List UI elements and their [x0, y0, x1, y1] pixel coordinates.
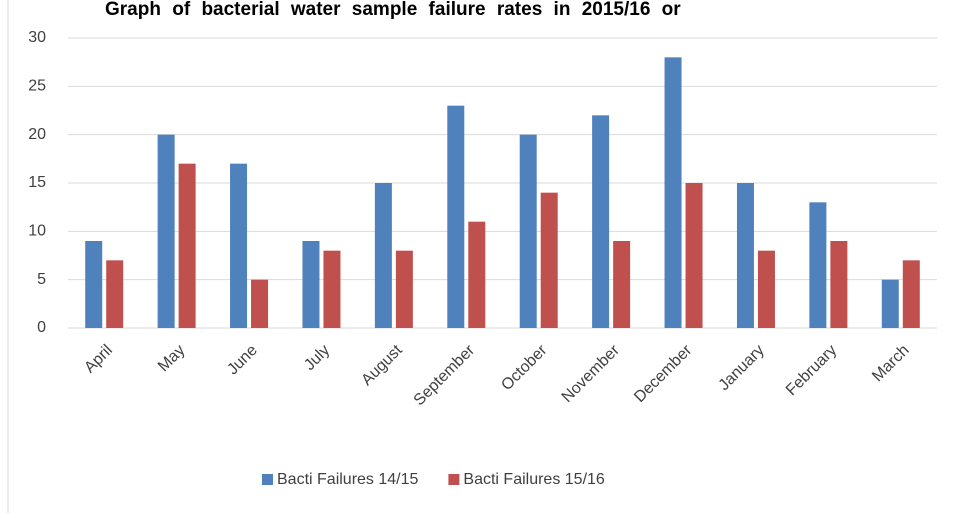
bar	[685, 183, 703, 328]
bar	[178, 163, 196, 328]
bar	[302, 241, 320, 328]
bar	[613, 241, 631, 328]
bar	[519, 134, 537, 328]
bar	[902, 260, 920, 328]
x-tick-label: April	[81, 342, 116, 377]
bar	[881, 279, 899, 328]
y-tick-label: 5	[37, 271, 46, 288]
legend-swatch	[448, 474, 460, 485]
y-tick-label: 15	[28, 174, 46, 191]
bar	[736, 183, 754, 328]
x-tick-label: August	[358, 341, 406, 389]
y-tick-label: 30	[28, 29, 46, 46]
legend-label: Bacti Failures 14/15	[277, 471, 419, 488]
legend-label: Bacti Failures 15/16	[463, 471, 605, 488]
bar	[374, 183, 392, 328]
bar	[251, 279, 269, 328]
bar	[157, 134, 175, 328]
bar	[809, 202, 827, 328]
bar	[757, 250, 775, 328]
x-tick-label: March	[869, 342, 912, 385]
chart-frame	[7, 0, 9, 513]
bar	[540, 192, 558, 328]
x-tick-label: July	[301, 342, 333, 374]
bar	[664, 57, 682, 328]
x-tick-label: October	[498, 341, 551, 394]
x-tick-label: February	[783, 342, 840, 399]
bar	[323, 250, 341, 328]
y-tick-label: 0	[37, 319, 46, 336]
y-tick-label: 25	[28, 78, 46, 95]
bar	[830, 241, 848, 328]
chart-title: Graph of bacterial water sample failure …	[105, 0, 681, 20]
bar	[592, 115, 610, 328]
bar	[468, 221, 486, 328]
x-tick-label: November	[559, 341, 624, 406]
y-tick-label: 10	[28, 223, 46, 240]
bar	[395, 250, 413, 328]
bar	[230, 163, 248, 328]
bar	[106, 260, 124, 328]
x-tick-label: January	[715, 342, 767, 394]
x-tick-label: September	[411, 341, 479, 409]
x-tick-label: May	[155, 342, 188, 375]
legend-swatch	[262, 474, 273, 485]
bar	[85, 241, 103, 328]
y-tick-label: 20	[28, 126, 46, 143]
bar	[447, 105, 465, 329]
x-tick-label: June	[224, 342, 261, 379]
x-tick-label: December	[631, 341, 696, 406]
